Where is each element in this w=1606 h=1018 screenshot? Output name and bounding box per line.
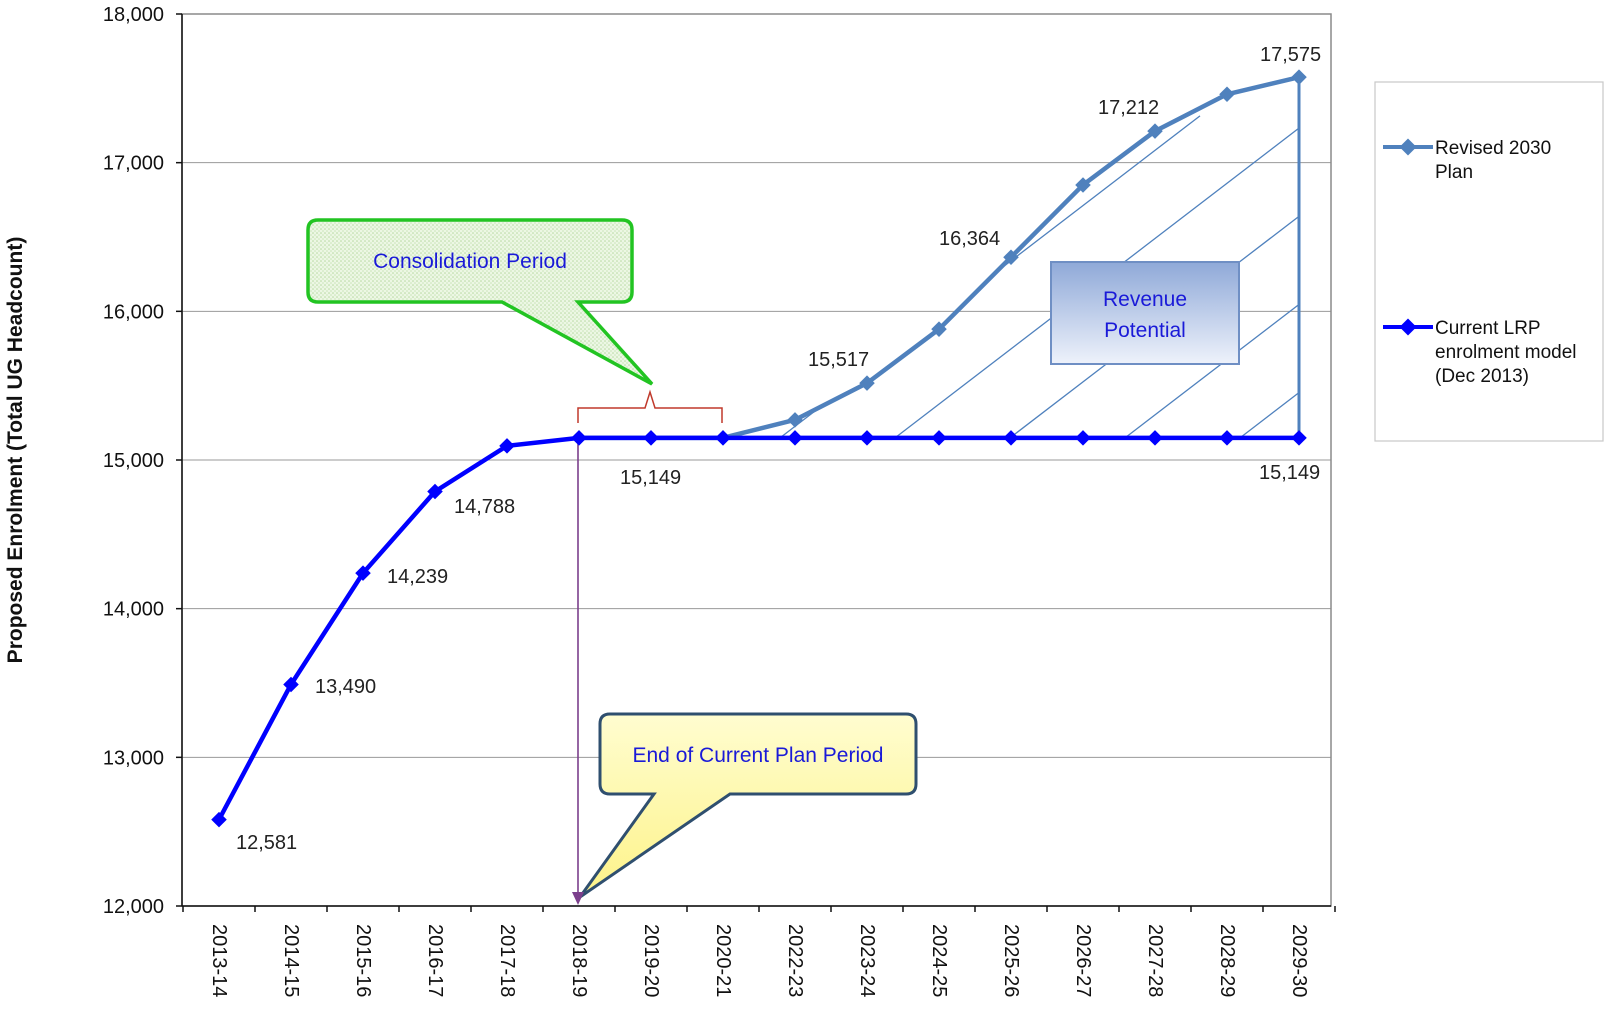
data-label: 14,239 <box>387 566 448 588</box>
legend: Revised 2030 Plan Current LRP enrolment … <box>1374 81 1604 442</box>
x-tick-label: 2015-16 <box>352 924 374 997</box>
revenue-potential-rect <box>1050 261 1240 365</box>
legend-item-current-lrp: Current LRP enrolment model (Dec 2013) <box>1383 318 1577 387</box>
x-tick-label: 2020-21 <box>712 924 734 997</box>
data-labels: 12,581 13,490 14,239 14,788 15,149 15,51… <box>236 44 1321 854</box>
consolidation-bracket <box>577 389 723 423</box>
x-tick-label: 2022-23 <box>784 924 806 997</box>
data-point <box>1147 430 1163 446</box>
revenue-potential-box: Revenue Potential <box>1050 261 1240 365</box>
data-label: 17,575 <box>1260 44 1321 66</box>
x-tick-label: 2019-20 <box>640 924 662 997</box>
legend-item-revised-2030-plan: Revised 2030 Plan <box>1383 138 1551 183</box>
legend-label: Revised 2030 <box>1435 138 1551 159</box>
data-point <box>931 430 947 446</box>
data-point <box>787 412 803 428</box>
x-tick-label: 2018-19 <box>568 924 590 997</box>
legend-label: enrolment model <box>1435 342 1577 363</box>
x-tick-label: 2026-27 <box>1072 924 1094 997</box>
revenue-potential-line1: Revenue <box>1103 288 1187 311</box>
x-tick-label: 2014-15 <box>280 924 302 997</box>
legend-label: Current LRP <box>1435 318 1541 339</box>
end-of-plan-callout-shape <box>578 712 918 899</box>
end-of-plan-callout: End of Current Plan Period <box>578 712 918 899</box>
y-axis: 12,000 13,000 14,000 15,000 16,000 17,000 18,0… <box>103 4 183 918</box>
legend-label: (Dec 2013) <box>1435 366 1529 387</box>
data-point <box>211 811 227 828</box>
data-point <box>1219 430 1235 446</box>
end-of-plan-arrow <box>572 440 584 905</box>
x-tick-label: 2025-26 <box>1000 924 1022 997</box>
data-label: 17,212 <box>1098 97 1159 119</box>
hatch-line <box>723 115 1086 438</box>
data-point <box>571 430 587 446</box>
legend-box <box>1374 81 1604 442</box>
legend-label: Plan <box>1435 162 1473 183</box>
y-tick-label: 17,000 <box>103 153 164 175</box>
data-point <box>1219 86 1235 103</box>
consolidation-callout-shape <box>306 218 654 386</box>
y-tick-label: 18,000 <box>103 4 164 26</box>
data-point <box>1291 69 1307 85</box>
data-point <box>1075 177 1091 193</box>
x-tick-label: 2029-30 <box>1288 924 1310 997</box>
data-point <box>1147 123 1163 139</box>
y-tick-label: 13,000 <box>103 747 164 769</box>
hatch-line <box>1124 115 1299 438</box>
y-tick-label: 12,000 <box>103 896 164 918</box>
data-point <box>859 430 875 446</box>
y-tick-label: 16,000 <box>103 301 164 323</box>
y-tick-label: 14,000 <box>103 599 164 621</box>
data-point <box>643 430 659 446</box>
data-label: 13,490 <box>315 676 376 698</box>
x-tick-label: 2027-28 <box>1144 924 1166 997</box>
series-line <box>217 435 1299 821</box>
series-line <box>579 74 1300 441</box>
data-label: 14,788 <box>454 496 515 518</box>
data-label: 16,364 <box>939 228 1000 250</box>
x-tick-label: 2013-14 <box>208 924 230 997</box>
y-axis-label: Proposed Enrolment (Total UG Headcount) <box>4 237 27 664</box>
consolidation-callout: Consolidation Period <box>306 218 654 386</box>
x-axis: 2013-14 2014-15 2015-16 2016-17 2017-18 2018-… <box>182 905 1336 997</box>
y-tick-label: 15,000 <box>103 450 164 472</box>
data-label: 15,149 <box>620 467 681 489</box>
series-revised-2030-plan <box>571 69 1307 446</box>
gridlines <box>182 13 1331 758</box>
data-label: 15,149 <box>1259 462 1320 484</box>
data-label: 15,517 <box>808 349 869 371</box>
end-of-plan-callout-text: End of Current Plan Period <box>633 744 884 767</box>
x-tick-label: 2028-29 <box>1216 924 1238 997</box>
x-tick-label: 2023-24 <box>856 924 878 997</box>
x-tick-label: 2024-25 <box>928 924 950 997</box>
data-point <box>787 430 803 446</box>
data-point <box>1291 430 1307 446</box>
x-tick-label: 2017-18 <box>496 924 518 997</box>
consolidation-callout-text: Consolidation Period <box>373 250 567 273</box>
data-point <box>715 430 731 446</box>
revenue-potential-line2: Potential <box>1104 319 1186 342</box>
x-tick-label: 2016-17 <box>424 924 446 997</box>
data-point <box>1075 430 1091 446</box>
data-label: 12,581 <box>236 832 297 854</box>
